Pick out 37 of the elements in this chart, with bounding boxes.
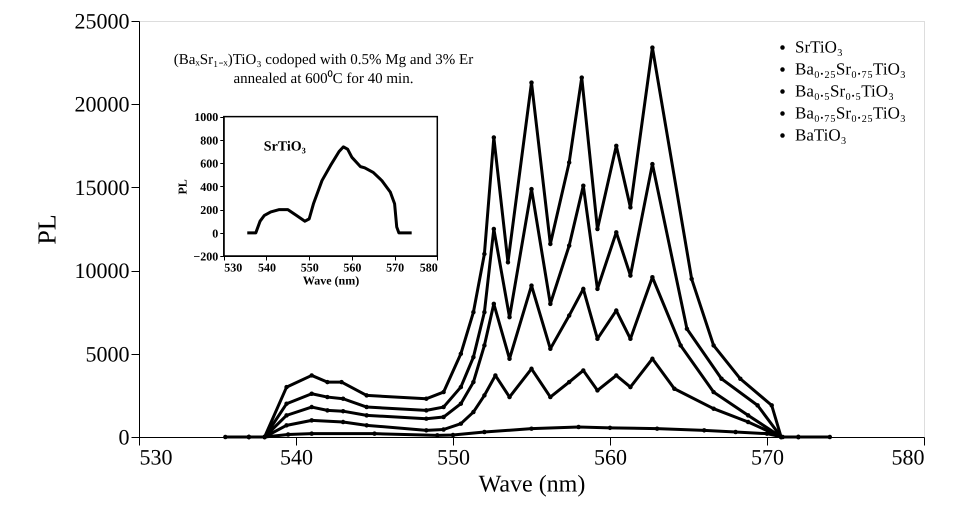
y-tick-label: 600 bbox=[200, 156, 218, 171]
legend-label: Ba₀.₂₅Sr₀.₇₅TiO₃ bbox=[795, 60, 906, 78]
x-tick-label: 580 bbox=[420, 260, 438, 275]
y-tick-label: 15000 bbox=[74, 174, 130, 200]
x-tick-label: 540 bbox=[280, 444, 313, 470]
y-tick-label: 20000 bbox=[74, 92, 130, 117]
y-tick-label: 1000 bbox=[194, 110, 218, 124]
y-tick-label: 25000 bbox=[74, 8, 130, 34]
legend-label: SrTiO₃ bbox=[795, 38, 843, 56]
x-tick-label: 560 bbox=[594, 444, 627, 470]
y-tick-label: 0 bbox=[212, 226, 218, 240]
y-tick-label: 200 bbox=[200, 203, 218, 218]
y-tick-label: 5000 bbox=[86, 341, 130, 366]
x-tick-label: 570 bbox=[751, 444, 784, 470]
y-tick-label: 10000 bbox=[74, 258, 130, 284]
x-tick-label: 550 bbox=[300, 260, 319, 275]
x-tick-label: 580 bbox=[892, 444, 924, 470]
legend-label: Ba₀.₇₅Sr₀.₂₅TiO₃ bbox=[795, 104, 906, 122]
x-tick-label: 540 bbox=[258, 260, 276, 275]
x-axis-title: Wave (nm) bbox=[478, 472, 586, 498]
annotation: (BaₓSr₁₋ₓ)TiO₃ codoped with 0.5% Mg and 3% Er bbox=[174, 52, 474, 68]
x-tick-label: 530 bbox=[224, 260, 242, 275]
series-label: SrTiO₃ bbox=[264, 140, 306, 155]
x-tick-label: 550 bbox=[437, 444, 470, 470]
x-axis-title: Wave (nm) bbox=[302, 274, 360, 288]
y-tick-label: 400 bbox=[200, 180, 218, 194]
x-tick-label: 560 bbox=[343, 260, 362, 275]
x-tick-label: 530 bbox=[140, 444, 172, 470]
legend-label: Ba₀.₅Sr₀.₅TiO₃ bbox=[795, 82, 894, 100]
annotation: annealed at 600⁰C for 40 min. bbox=[233, 70, 414, 87]
y-axis-title: PL bbox=[175, 179, 190, 195]
y-tick-label: 0 bbox=[118, 424, 130, 450]
y-tick-label: 800 bbox=[200, 133, 218, 148]
y-axis-title: PL bbox=[32, 214, 62, 245]
x-tick-label: 570 bbox=[386, 260, 404, 275]
legend-label: BaTiO₃ bbox=[795, 126, 847, 144]
y-tick-label: −200 bbox=[193, 250, 218, 264]
